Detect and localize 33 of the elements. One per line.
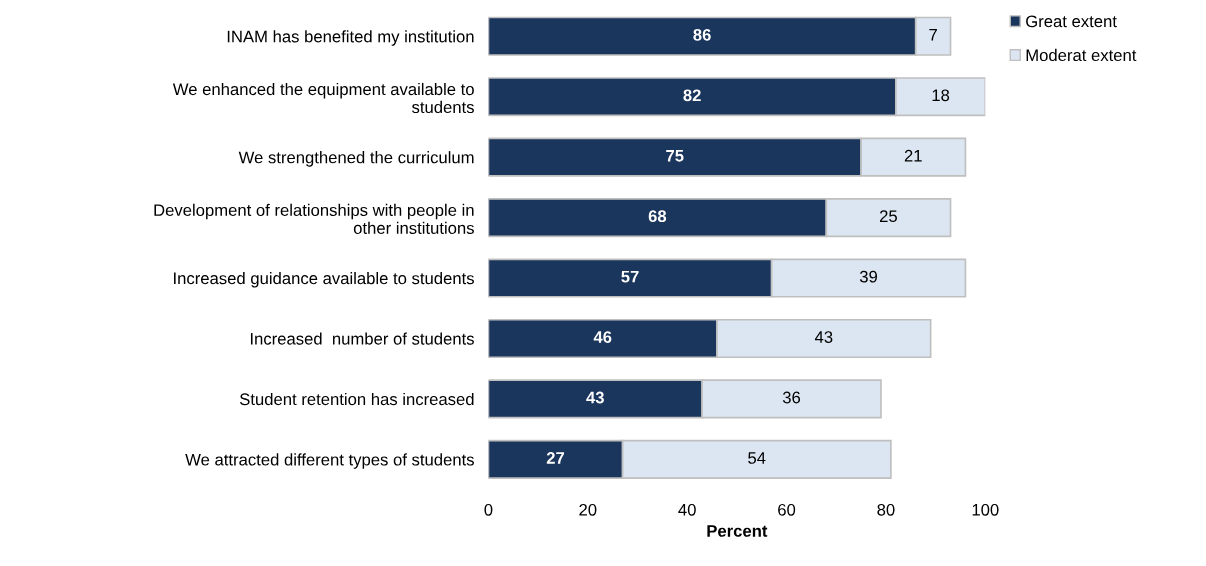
data-label: 75 <box>666 150 684 162</box>
data-label: 36 <box>782 391 801 404</box>
x-tick-label: 40 <box>678 503 696 516</box>
data-label: 21 <box>904 149 922 162</box>
data-label: 46 <box>593 331 612 343</box>
data-label: 27 <box>546 452 565 464</box>
x-axis-title: Percent <box>707 525 768 537</box>
data-label: 43 <box>814 331 833 343</box>
y-tick-label: Development of relationships with people in other institutions <box>154 203 474 234</box>
legend-label: Great extent <box>1026 15 1117 28</box>
data-label: 7 <box>929 29 937 41</box>
data-label: 68 <box>648 210 667 223</box>
data-label: 39 <box>859 270 878 283</box>
y-tick-label: Increased guidance available to students <box>174 272 474 288</box>
data-label: 57 <box>621 270 639 283</box>
data-label: 25 <box>879 210 897 223</box>
y-tick-label: Increased number of students <box>250 332 474 345</box>
y-tick-label: We enhanced the equipment available to students <box>172 82 474 114</box>
data-label: 54 <box>748 452 766 464</box>
legend-label: Moderat extent <box>1026 48 1137 62</box>
y-tick-label: We strengthened the curriculum <box>238 151 474 167</box>
x-tick-label: 0 <box>484 503 493 516</box>
x-tick-label: 100 <box>972 503 999 516</box>
y-tick-label: Student retention has increased <box>239 392 474 406</box>
data-label: 18 <box>932 89 950 102</box>
data-label: 43 <box>586 391 604 404</box>
y-tick-label: We attracted different types of students <box>185 453 474 469</box>
x-tick-label: 80 <box>877 503 895 516</box>
data-label: 82 <box>683 89 701 102</box>
x-tick-label: 20 <box>579 503 597 516</box>
data-label: 86 <box>693 28 711 41</box>
x-tick-label: 60 <box>778 503 796 516</box>
y-tick-label: INAM has benefited my institution <box>227 30 474 46</box>
